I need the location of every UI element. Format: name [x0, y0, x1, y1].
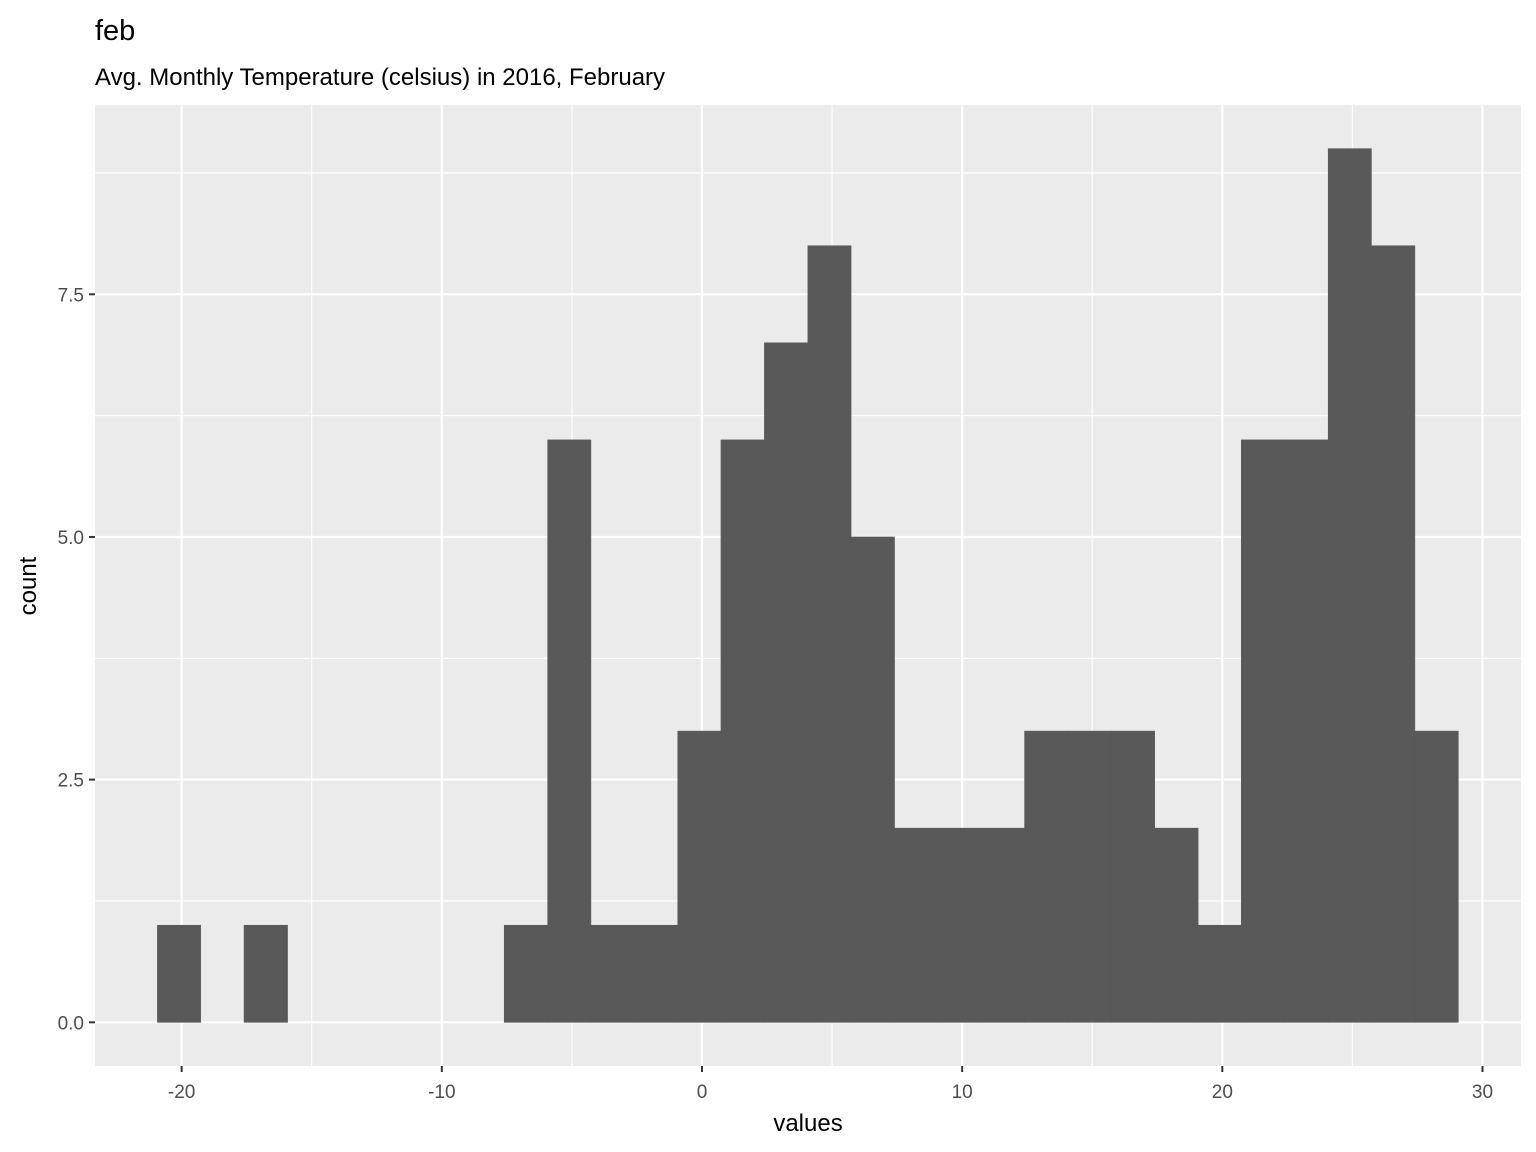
chart-title: feb	[95, 15, 135, 47]
histogram-bar	[677, 730, 722, 1023]
y-tick-label: 0.0	[58, 1013, 84, 1034]
y-tick-label: 7.5	[58, 285, 84, 306]
histogram-bar	[547, 439, 592, 1023]
histogram-bar	[590, 924, 635, 1023]
x-axis: -20 -10 0 10 20 30	[168, 1066, 1493, 1103]
histogram-bar	[764, 342, 809, 1023]
histogram-bar	[1284, 439, 1329, 1023]
histogram-bar	[1241, 439, 1286, 1023]
x-tick-label: -20	[168, 1082, 195, 1103]
x-tick-label: -10	[428, 1082, 455, 1103]
histogram-bar	[1024, 730, 1069, 1023]
x-axis-title: values	[773, 1110, 842, 1137]
y-axis-title: count	[15, 556, 42, 615]
histogram-bar	[850, 536, 895, 1023]
histogram-bar	[1414, 730, 1459, 1023]
histogram-bar	[937, 827, 982, 1023]
x-tick-label: 30	[1472, 1082, 1493, 1103]
histogram-bar	[720, 439, 765, 1023]
x-tick-label: 20	[1212, 1082, 1233, 1103]
x-tick-label: 0	[697, 1082, 708, 1103]
y-tick-label: 2.5	[58, 771, 84, 792]
histogram-bar	[1371, 245, 1416, 1023]
x-tick-label: 10	[952, 1082, 973, 1103]
histogram-bar	[980, 827, 1025, 1023]
histogram-bars	[157, 148, 1459, 1023]
y-tick-label: 5.0	[58, 528, 84, 549]
histogram-bar	[1327, 148, 1372, 1023]
histogram-bar	[634, 924, 679, 1023]
histogram-bar	[1154, 827, 1199, 1023]
histogram-bar	[894, 827, 939, 1023]
histogram-bar	[157, 924, 201, 1023]
histogram-bar	[1067, 730, 1112, 1023]
y-axis: 0.0 2.5 5.0 7.5	[58, 285, 95, 1034]
histogram-bar	[1110, 730, 1155, 1023]
histogram-bar	[243, 924, 288, 1023]
histogram-bar	[807, 245, 852, 1023]
histogram-bar	[503, 924, 548, 1023]
major-gridlines	[95, 105, 1521, 1066]
chart-subtitle: Avg. Monthly Temperature (celsius) in 20…	[95, 64, 665, 91]
histogram-bar	[1197, 924, 1242, 1023]
